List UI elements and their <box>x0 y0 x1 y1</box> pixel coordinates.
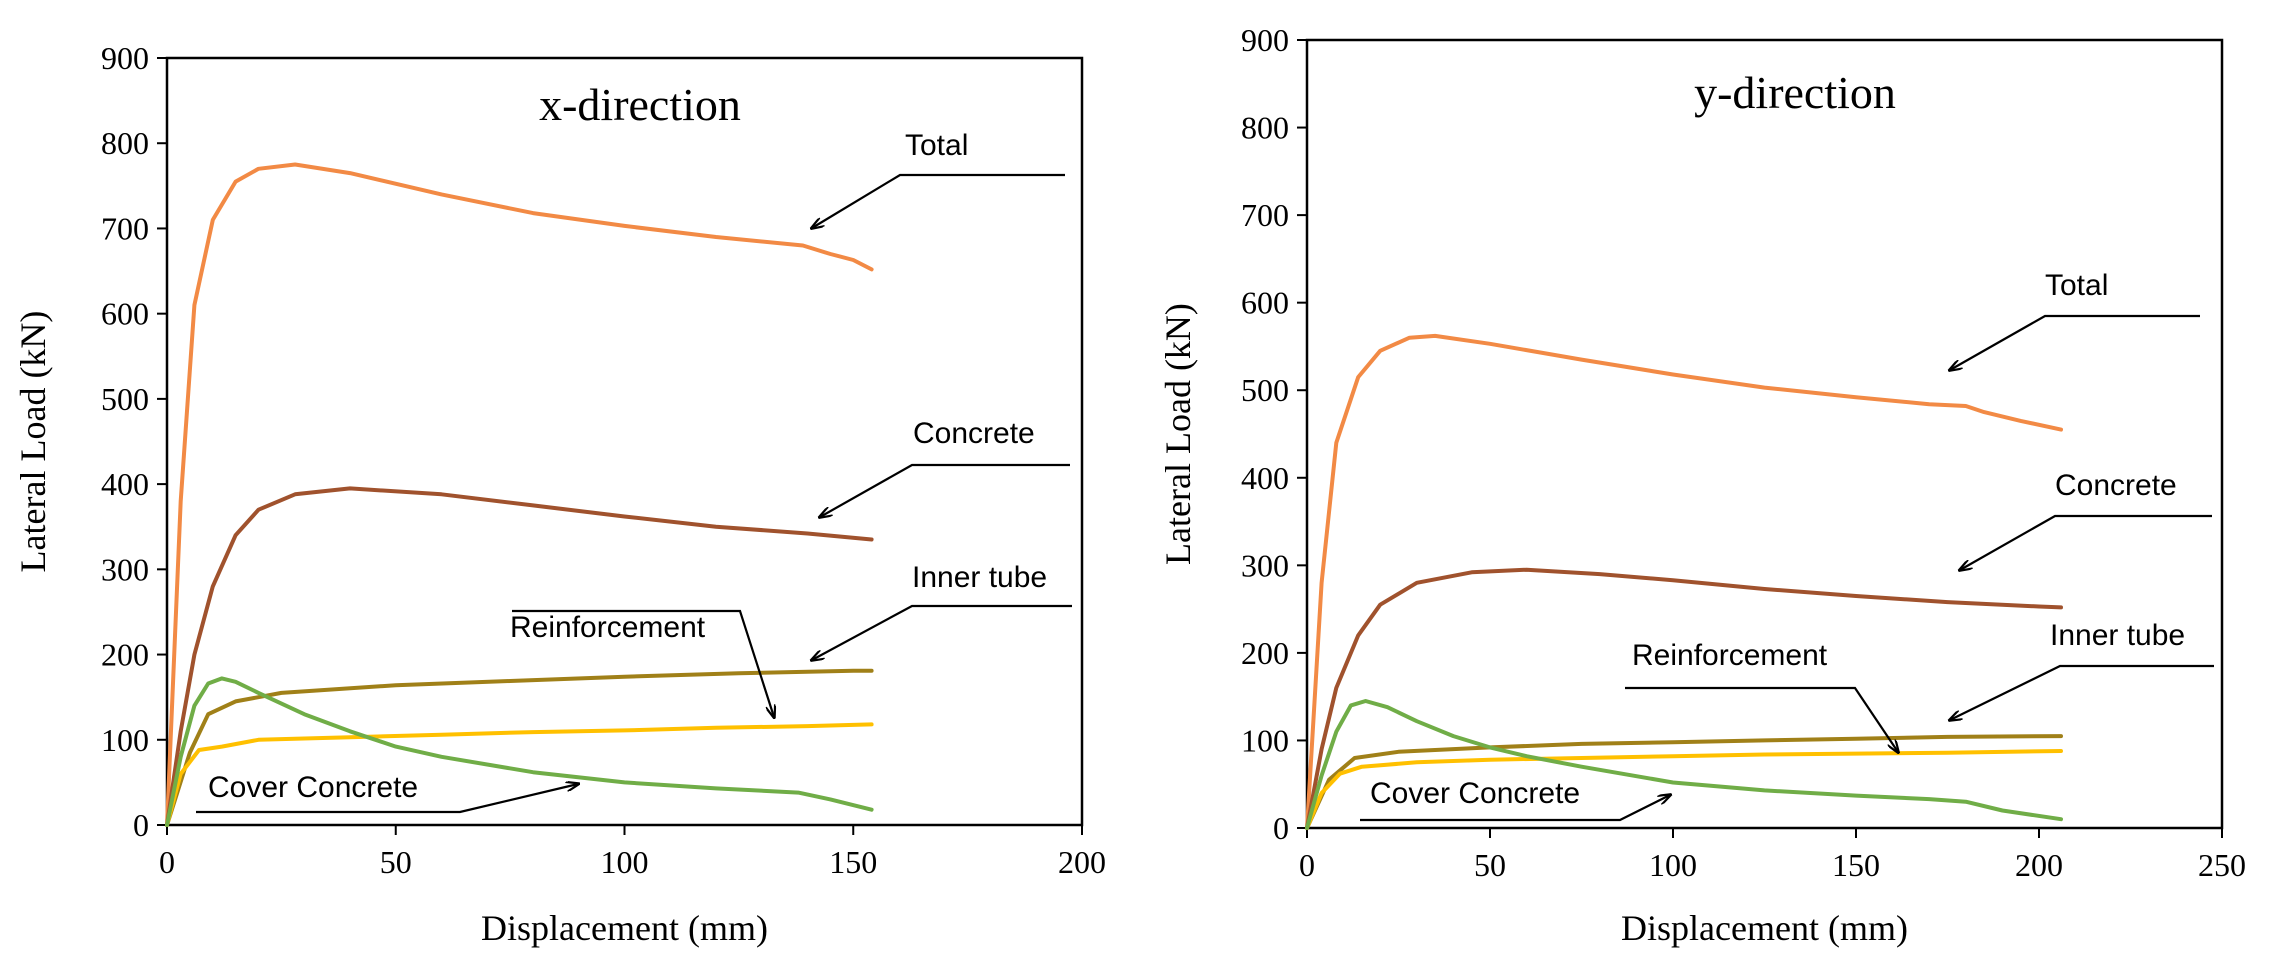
annotation-arrow-concrete <box>820 463 1070 517</box>
y-axis-label: Lateral Load (kN) <box>1158 303 1198 565</box>
series-line-total <box>1305 333 2063 830</box>
y-tick-label: 500 <box>1241 372 1289 408</box>
y-tick-label: 600 <box>1241 285 1289 321</box>
y-tick-label: 900 <box>1241 22 1289 58</box>
series-line-total <box>165 162 874 827</box>
x-tick-label: 100 <box>1649 847 1697 883</box>
x-tick-label: 50 <box>1474 847 1506 883</box>
y-tick-label: 400 <box>101 466 149 502</box>
annotation-arrow-reinforcement <box>1625 686 1898 752</box>
x-tick-label: 150 <box>829 844 877 880</box>
x-tick-label: 100 <box>601 844 649 880</box>
x-axis-label: Displacement (mm) <box>481 908 768 948</box>
annotation-arrow-total <box>812 173 1065 228</box>
annotation-inner-tube: Inner tube <box>912 561 1047 594</box>
series-line-inner-tube <box>1305 734 2063 830</box>
annotation-total: Total <box>2045 269 2108 302</box>
series-line-cover-concrete <box>165 676 874 827</box>
annotation-arrow-inner-tube <box>1950 664 2214 720</box>
x-tick-label: 250 <box>2198 847 2246 883</box>
y-tick-label: 700 <box>101 210 149 246</box>
y-tick-label: 0 <box>133 807 149 843</box>
y-tick-label: 400 <box>1241 460 1289 496</box>
chart-title: x-direction <box>539 79 741 130</box>
y-tick-label: 0 <box>1273 810 1289 846</box>
x-axis-label: Displacement (mm) <box>1621 908 1908 948</box>
annotation-arrow-total <box>1950 314 2200 370</box>
y-tick-label: 200 <box>101 637 149 673</box>
series-line-inner-tube <box>165 668 874 827</box>
chart-1: 0 100 200 300 400 500 600 700 800 900 0 50 100 150 200… <box>1158 22 2246 948</box>
annotation-inner-tube: Inner tube <box>2050 619 2185 652</box>
annotation-cover-concrete: Cover Concrete <box>1370 777 1580 810</box>
plot-frame <box>1305 38 2224 830</box>
chart-0: 0 100 200 300 400 500 600 700 800 900 0 50 100 150 200… <box>13 40 1106 948</box>
y-tick-label: 900 <box>101 40 149 76</box>
annotation-total: Total <box>905 129 968 162</box>
series-line-reinforcement <box>165 722 874 827</box>
y-tick-label: 100 <box>101 722 149 758</box>
series-line-concrete <box>1305 567 2063 830</box>
chart-title: y-direction <box>1694 67 1896 118</box>
annotation-arrow-reinforcement <box>512 609 774 717</box>
x-tick-label: 50 <box>380 844 412 880</box>
x-tick-label: 0 <box>159 844 175 880</box>
annotation-arrow-inner-tube <box>812 604 1072 660</box>
annotation-reinforcement: Reinforcement <box>1632 639 1828 672</box>
x-tick-label: 200 <box>2015 847 2063 883</box>
annotation-arrow-cover-concrete <box>1360 795 1670 822</box>
annotation-cover-concrete: Cover Concrete <box>208 771 418 804</box>
y-tick-label: 800 <box>1241 110 1289 146</box>
y-tick-label: 500 <box>101 381 149 417</box>
annotation-arrow-cover-concrete <box>196 784 578 814</box>
x-tick-label: 200 <box>1058 844 1106 880</box>
y-tick-label: 700 <box>1241 197 1289 233</box>
annotation-concrete: Concrete <box>2055 469 2177 502</box>
x-tick-label: 150 <box>1832 847 1880 883</box>
y-tick-label: 600 <box>101 296 149 332</box>
series-line-concrete <box>165 486 874 827</box>
y-tick-label: 300 <box>101 551 149 587</box>
annotation-reinforcement: Reinforcement <box>510 611 706 644</box>
y-tick-label: 200 <box>1241 635 1289 671</box>
annotation-concrete: Concrete <box>913 417 1035 450</box>
x-tick-label: 0 <box>1299 847 1315 883</box>
y-tick-label: 300 <box>1241 547 1289 583</box>
annotation-arrow-concrete <box>1960 514 2212 570</box>
y-tick-label: 100 <box>1241 722 1289 758</box>
series-line-cover-concrete <box>1305 699 2063 830</box>
y-axis-label: Lateral Load (kN) <box>13 311 53 573</box>
y-tick-label: 800 <box>101 125 149 161</box>
